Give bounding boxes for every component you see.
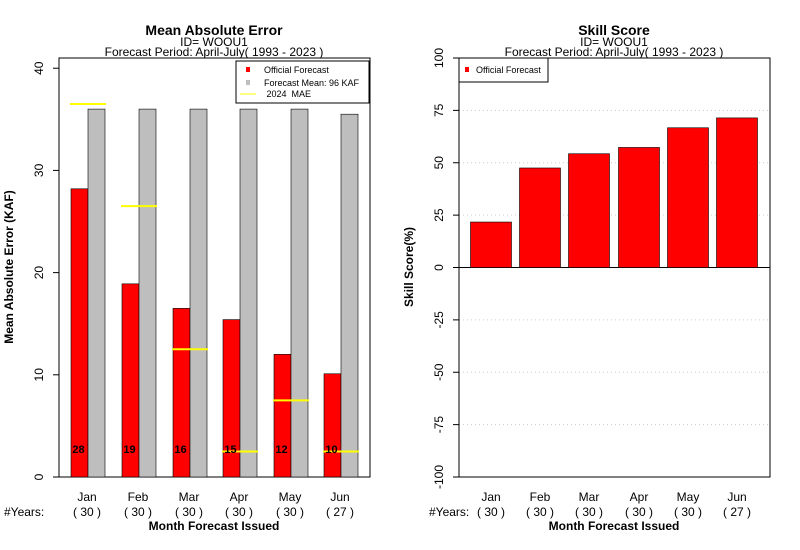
mae-y-tick-label: 30 (32, 163, 46, 177)
skill-y-axis: -100 -75 -50 -25 0 25 50 75 100 (432, 48, 459, 489)
mae-legend-2024-label: 2024 MAE (264, 89, 311, 99)
skill-subtitle-period: Forecast Period: April-July( 1993 - 2023… (505, 45, 724, 59)
mae-bar-label: 16 (174, 444, 186, 456)
mae-bar-label: 28 (72, 444, 84, 456)
mae-legend-official-label: Official Forecast (264, 65, 329, 75)
mae-legend-official-swatch (246, 67, 250, 72)
skill-years-label: ( 30 ) (477, 505, 505, 519)
skill-y-tick-label: 75 (432, 103, 446, 117)
skill-y-tick-label: -50 (432, 363, 446, 381)
skill-x-tick-label: Apr (630, 490, 649, 504)
skill-legend: Official Forecast (458, 57, 549, 83)
mae-mean-bar (138, 108, 157, 478)
mae-x-label: Month Forecast Issued (149, 519, 280, 533)
mae-years-label: ( 30 ) (124, 505, 152, 519)
skill-legend-official-label: Official Forecast (476, 65, 541, 75)
mae-y-tick-label: 40 (32, 61, 46, 75)
skill-y-tick-label: 25 (432, 208, 446, 222)
mae-subtitle-period: Forecast Period: April-July( 1993 - 2023… (105, 45, 324, 59)
mae-bar-label: 19 (123, 444, 135, 456)
mae-y-axis: 0 10 20 30 40 (32, 61, 59, 480)
skill-bar (568, 153, 610, 268)
skill-y-tick-label: -100 (432, 465, 446, 489)
skill-x-tick-label: Mar (579, 490, 600, 504)
mae-x-tick-label: Apr (230, 490, 249, 504)
mae-title: Mean Absolute Error (145, 22, 283, 38)
mae-years-label: ( 30 ) (73, 505, 101, 519)
mae-mean-bar (340, 113, 359, 478)
mae-x-tick-label: Jan (77, 490, 96, 504)
mae-official-bar (273, 354, 292, 478)
skill-subtitle-id: ID= WOOU1 (580, 35, 648, 49)
mae-mean-bar (290, 108, 309, 478)
skill-y-label: Skill Score(%) (402, 227, 416, 307)
skill-bar (667, 127, 709, 268)
mae-y-label: Mean Absolute Error (KAF) (2, 190, 16, 344)
skill-y-tick-label: -25 (432, 311, 446, 329)
skill-y-tick-label: 0 (432, 264, 446, 271)
mae-x-tick-label: Feb (128, 490, 149, 504)
mae-x-tick-label: May (279, 490, 302, 504)
skill-y-tick-label: -75 (432, 416, 446, 434)
mae-bar-label: 10 (325, 444, 337, 456)
skill-x-tick-label: Jan (481, 490, 500, 504)
mae-legend: Official Forecast Forecast Mean: 96 KAF … (235, 60, 370, 104)
mae-mean-bar (189, 108, 208, 478)
skill-x-tick-label: Feb (530, 490, 551, 504)
mae-plot-frame (58, 57, 371, 478)
skill-y-tick-label: 100 (432, 48, 446, 68)
mae-years-prefix: #Years: (4, 505, 44, 519)
skill-title: Skill Score (578, 22, 650, 38)
mae-years-label: ( 30 ) (225, 505, 253, 519)
mae-subtitle-id: ID= WOOU1 (180, 35, 248, 49)
skill-years-label: ( 30 ) (625, 505, 653, 519)
mae-y-tick-label: 20 (32, 266, 46, 280)
skill-x-axis: Jan( 30 )Feb( 30 )Mar( 30 )Apr( 30 )May(… (477, 490, 751, 519)
mae-x-tick-label: Mar (179, 490, 200, 504)
mae-years-label: ( 27 ) (326, 505, 354, 519)
mae-y-tick-label: 10 (32, 368, 46, 382)
mae-x-axis: Jan( 30 )Feb( 30 )Mar( 30 )Apr( 30 )May(… (73, 490, 354, 519)
mae-bar-label: 15 (224, 444, 236, 456)
skill-bar (618, 147, 660, 268)
mae-mean-bar (87, 108, 106, 478)
skill-panel: Skill Score ID= WOOU1 Forecast Period: A… (402, 22, 771, 533)
skill-legend-official-swatch (465, 67, 469, 72)
skill-years-prefix: #Years: (429, 505, 469, 519)
mae-official-bar (70, 188, 89, 478)
skill-x-tick-label: Jun (727, 490, 746, 504)
skill-years-label: ( 27 ) (723, 505, 751, 519)
skill-years-label: ( 30 ) (526, 505, 554, 519)
mae-panel: Mean Absolute Error ID= WOOU1 Forecast P… (2, 22, 371, 533)
mae-years-label: ( 30 ) (276, 505, 304, 519)
skill-x-tick-label: May (677, 490, 700, 504)
skill-bar (470, 221, 512, 268)
mae-legend-box (235, 60, 370, 104)
skill-years-label: ( 30 ) (674, 505, 702, 519)
mae-legend-mean-label: Forecast Mean: 96 KAF (264, 78, 360, 88)
skill-legend-box (458, 57, 549, 83)
mae-x-tick-label: Jun (330, 490, 349, 504)
skill-years-label: ( 30 ) (575, 505, 603, 519)
skill-bar (519, 167, 561, 268)
mae-legend-mean-swatch (246, 80, 250, 85)
mae-years-label: ( 30 ) (175, 505, 203, 519)
mae-mean-bar (239, 108, 258, 478)
skill-x-label: Month Forecast Issued (549, 519, 680, 533)
skill-y-tick-label: 50 (432, 156, 446, 170)
mae-official-bar (323, 373, 342, 478)
mae-y-tick-label: 0 (32, 473, 46, 480)
skill-bars (459, 117, 770, 268)
mae-bar-label: 12 (275, 444, 287, 456)
mae-bars: 28 19 16 15 12 10 (70, 102, 359, 478)
skill-bar (716, 117, 758, 268)
